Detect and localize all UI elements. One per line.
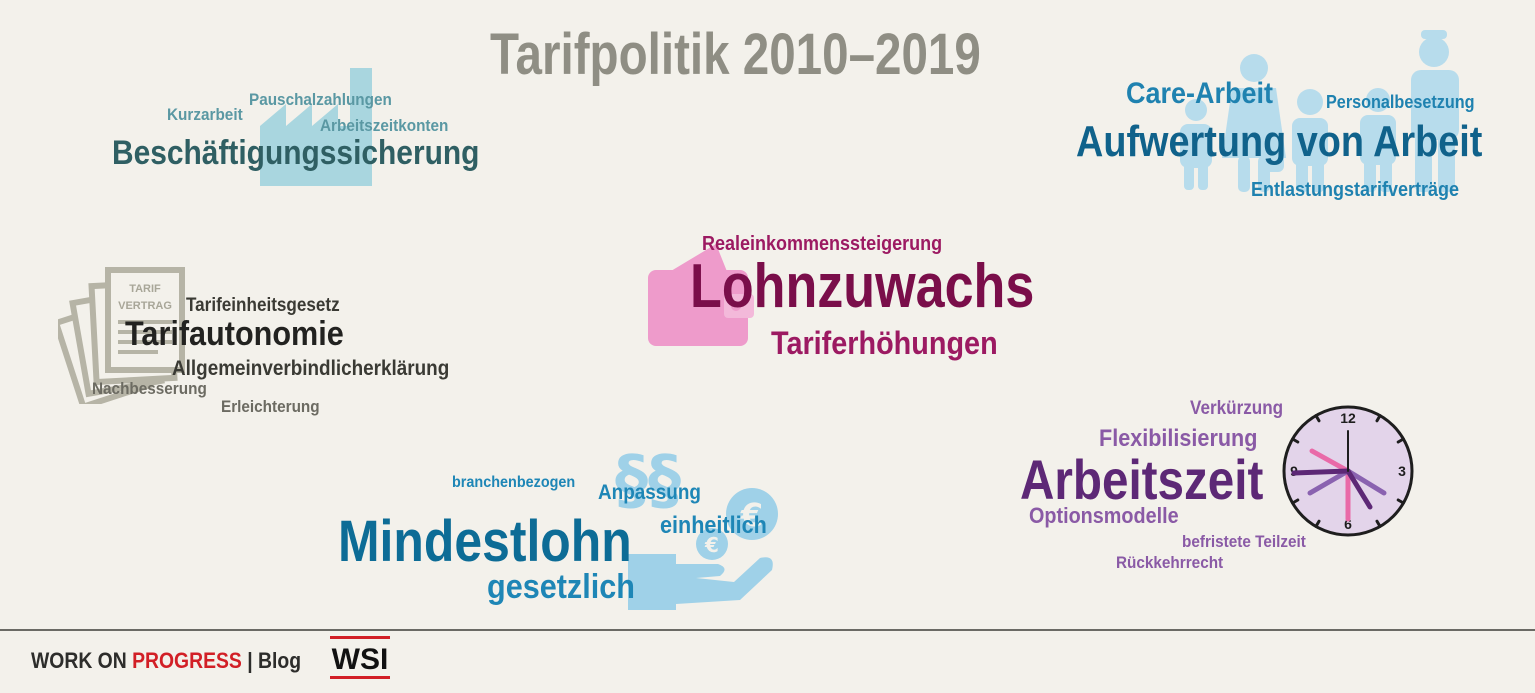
main-aufwertung-von-arbeit: Aufwertung von Arbeit: [1076, 117, 1483, 166]
term-flexibilisierung: Flexibilisierung: [1099, 425, 1258, 452]
term-nachbesserung: Nachbesserung: [92, 379, 207, 398]
term-optionsmodelle: Optionsmodelle: [1029, 503, 1179, 528]
term-tarifeinheitsgesetz: Tarifeinheitsgesetz: [186, 295, 340, 316]
clock-number-12: 12: [1340, 410, 1356, 426]
term-allgemeinverbindlicherklaerung: Allgemeinverbindlicherklärung: [172, 357, 450, 380]
term-gesetzlich: gesetzlich: [487, 568, 635, 606]
term-pauschalzahlungen: Pauschalzahlungen: [249, 90, 392, 109]
term-entlastungstarifvertraege: Entlastungstarifverträge: [1251, 179, 1460, 201]
clock-number-6: 6: [1344, 516, 1352, 532]
people-icon: [1180, 30, 1459, 192]
wallet-icon: [648, 244, 754, 346]
factory-icon: [260, 68, 372, 186]
main-beschaeftigungssicherung: Beschäftigungssicherung: [112, 134, 480, 172]
main-lohnzuwachs: Lohnzuwachs: [690, 252, 1035, 321]
term-anpassung: Anpassung: [598, 481, 701, 504]
svg-text:€: €: [740, 496, 763, 534]
wsi-logo: WSI: [330, 636, 390, 679]
svg-text:§§: §§: [615, 441, 681, 518]
term-branchenbezogen: branchenbezogen: [452, 474, 576, 491]
footer-divider: [0, 629, 1535, 631]
wsi-logo-text: WSI: [332, 643, 389, 676]
term-einheitlich: einheitlich: [660, 512, 767, 539]
term-kurzarbeit: Kurzarbeit: [167, 105, 243, 124]
footer-brand: WORK ON PROGRESS | Blog: [31, 648, 301, 674]
term-care-arbeit: Care-Arbeit: [1126, 77, 1274, 110]
term-erleichterung: Erleichterung: [221, 397, 320, 416]
hand-coins-paragraph-icon: §§ € €: [615, 441, 778, 610]
main-mindestlohn: Mindestlohn: [338, 509, 632, 574]
brand-progress: PROGRESS: [132, 648, 242, 673]
term-tariferhoehungen: Tariferhöhungen: [771, 325, 998, 361]
contract-label-vertrag: VERTRAG: [118, 300, 172, 312]
clock-icon: 12 3 6 9: [1282, 405, 1414, 537]
clock-number-3: 3: [1398, 463, 1406, 479]
footer-blog-label: Blog: [258, 648, 302, 673]
footer-separator: |: [241, 648, 259, 673]
term-arbeitszeitkonten: Arbeitszeitkonten: [320, 116, 449, 135]
term-rueckkehrrecht: Rückkehrrecht: [1116, 553, 1224, 572]
page-title: Tarifpolitik 2010–2019: [490, 22, 981, 87]
term-verkuerzung: Verkürzung: [1190, 398, 1284, 419]
term-realeinkommenssteigerung: Realeinkommenssteigerung: [702, 233, 943, 255]
main-tarifautonomie: Tarifautonomie: [125, 315, 344, 353]
svg-text:€: €: [704, 533, 719, 557]
contract-label-tarif: TARIF: [129, 283, 161, 295]
contract-documents-icon: TARIF VERTRAG: [58, 267, 185, 404]
brand-work-on: WORK ON: [31, 648, 133, 673]
term-befristete-teilzeit: befristete Teilzeit: [1182, 532, 1306, 551]
main-arbeitszeit: Arbeitszeit: [1020, 448, 1264, 511]
term-personalbesetzung: Personalbesetzung: [1326, 92, 1475, 112]
